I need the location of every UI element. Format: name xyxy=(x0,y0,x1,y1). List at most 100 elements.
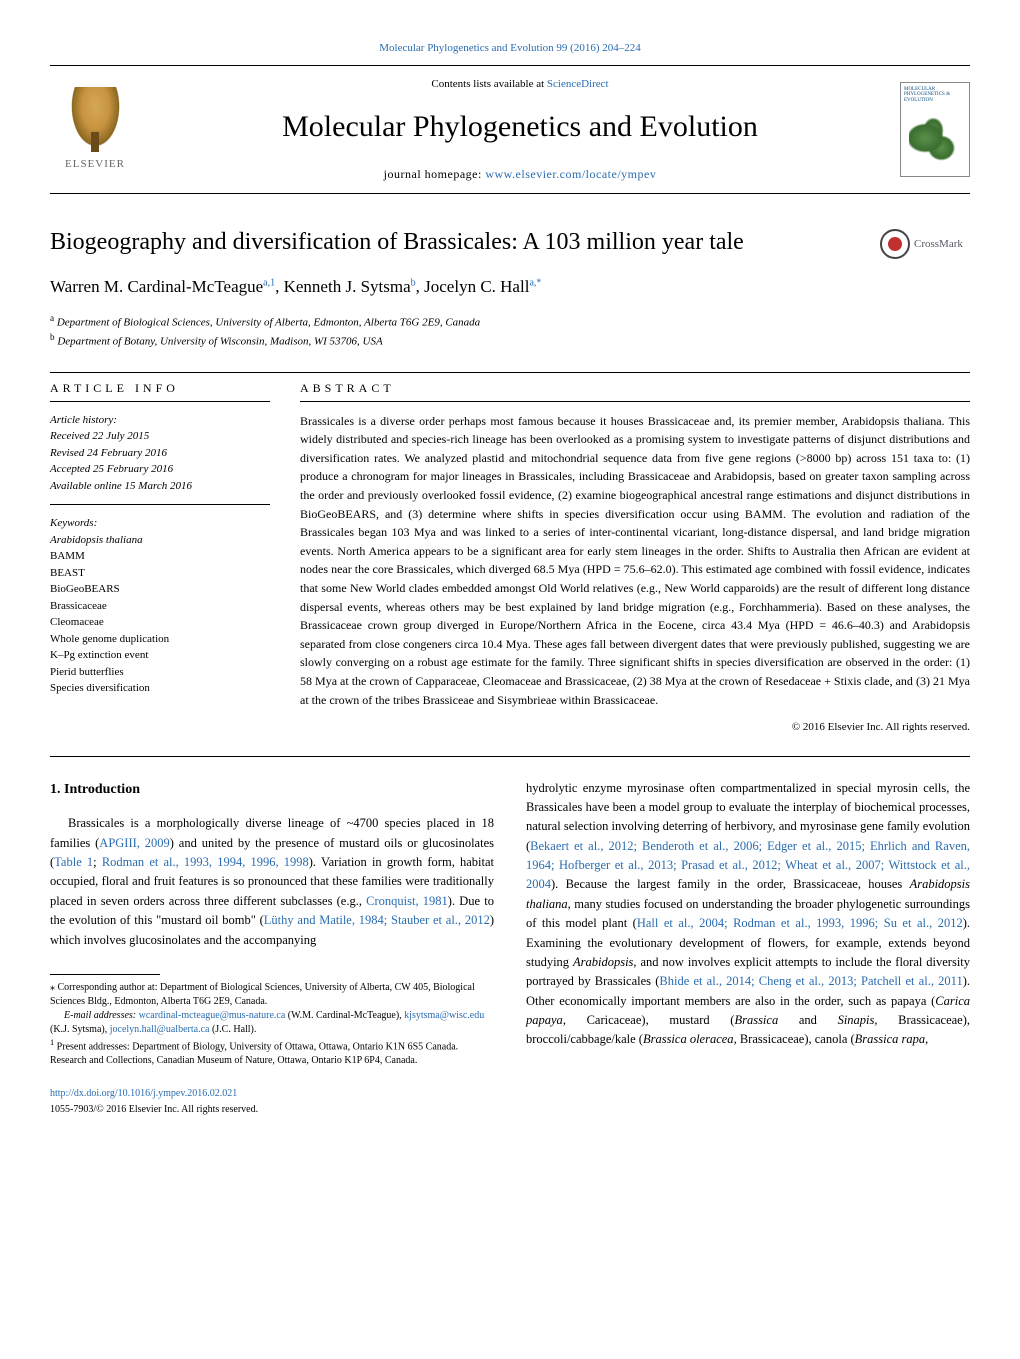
affiliations: a Department of Biological Sciences, Uni… xyxy=(50,312,970,350)
p1-t3: ; xyxy=(93,855,102,869)
email-3-name: (J.C. Hall). xyxy=(209,1024,256,1035)
keyword-item: Species diversification xyxy=(50,680,270,697)
email-3[interactable]: jocelyn.hall@ualberta.ca xyxy=(110,1024,210,1035)
keyword-item: Whole genome duplication xyxy=(50,631,270,648)
doi-link[interactable]: http://dx.doi.org/10.1016/j.ympev.2016.0… xyxy=(50,1088,237,1099)
keywords-divider-top xyxy=(50,504,270,505)
footnote-present-address: 1 Present addresses: Department of Biolo… xyxy=(50,1037,494,1068)
article-info-column: ARTICLE INFO Article history: Received 2… xyxy=(50,379,270,736)
p2-t7: , Caricaceae), mustard ( xyxy=(563,1013,735,1027)
email-1-name: (W.M. Cardinal-McTeague), xyxy=(285,1010,404,1021)
affil-b-text: Department of Botany, University of Wisc… xyxy=(57,335,382,347)
body-divider xyxy=(50,756,970,757)
abstract-header: ABSTRACT xyxy=(300,379,970,397)
author-3: Jocelyn C. Hall xyxy=(424,277,529,296)
email-2[interactable]: kjsytsma@wisc.edu xyxy=(404,1010,484,1021)
crossmark-badge[interactable]: CrossMark xyxy=(880,229,970,259)
contents-prefix: Contents lists available at xyxy=(431,78,546,90)
emph-brassica: Brassica xyxy=(734,1013,778,1027)
footnote-emails: E-mail addresses: wcardinal-mcteague@mus… xyxy=(50,1009,494,1037)
author-2: Kenneth J. Sytsma xyxy=(284,277,411,296)
ref-hall[interactable]: Hall et al., 2004; Rodman et al., 1993, … xyxy=(637,916,963,930)
history-revised: Revised 24 February 2016 xyxy=(50,445,270,462)
history-label: Article history: xyxy=(50,412,270,429)
crossmark-icon xyxy=(880,229,910,259)
contents-line: Contents lists available at ScienceDirec… xyxy=(140,76,900,93)
abstract-column: ABSTRACT Brassicales is a diverse order … xyxy=(300,379,970,736)
journal-name: Molecular Phylogenetics and Evolution xyxy=(140,104,900,149)
emph-rapa: Brassica rapa xyxy=(855,1032,926,1046)
ref-rodman[interactable]: Rodman et al., 1993, 1994, 1996, 1998 xyxy=(102,855,309,869)
doi-block: http://dx.doi.org/10.1016/j.ympev.2016.0… xyxy=(50,1086,494,1117)
abstract-divider xyxy=(300,401,970,402)
journal-cover-image xyxy=(909,118,963,168)
author-3-affil[interactable]: a,* xyxy=(529,277,541,288)
body-content: 1. Introduction Brassicales is a morphol… xyxy=(50,779,970,1118)
footnote-divider xyxy=(50,974,160,975)
keywords-list: Arabidopsis thalianaBAMMBEASTBioGeoBEARS… xyxy=(50,532,270,697)
emph-sinapis: Sinapis xyxy=(838,1013,875,1027)
journal-header: ELSEVIER Contents lists available at Sci… xyxy=(50,65,970,195)
article-title: Biogeography and diversification of Bras… xyxy=(50,224,970,260)
keyword-item: BAMM xyxy=(50,548,270,565)
keyword-item: Cleomaceae xyxy=(50,614,270,631)
p2-t11: , xyxy=(925,1032,928,1046)
email-2-name: (K.J. Sytsma), xyxy=(50,1024,110,1035)
body-column-right: hydrolytic enzyme myrosinase often compa… xyxy=(526,779,970,1118)
keyword-item: K–Pg extinction event xyxy=(50,647,270,664)
crossmark-label: CrossMark xyxy=(914,236,963,253)
ref-bhide[interactable]: Bhide et al., 2014; Cheng et al., 2013; … xyxy=(659,974,962,988)
history-online: Available online 15 March 2016 xyxy=(50,478,270,495)
p2-t2: ). Because the largest family in the ord… xyxy=(551,877,910,891)
author-1: Warren M. Cardinal-McTeague xyxy=(50,277,263,296)
divider-top xyxy=(50,372,970,373)
present-text: Present addresses: Department of Biology… xyxy=(50,1041,458,1066)
emph-oleracea: Brassica oleracea xyxy=(643,1032,734,1046)
ref-apg[interactable]: APGIII, 2009 xyxy=(99,836,169,850)
email-label: E-mail addresses: xyxy=(64,1010,139,1021)
ref-cronquist[interactable]: Cronquist, 1981 xyxy=(366,894,448,908)
p2-t10: , Brassicaceae), canola ( xyxy=(734,1032,855,1046)
homepage-prefix: journal homepage: xyxy=(384,167,486,181)
intro-heading: 1. Introduction xyxy=(50,779,494,801)
affiliation-a: a Department of Biological Sciences, Uni… xyxy=(50,312,970,331)
affil-b-label: b xyxy=(50,332,55,342)
issn-line: 1055-7903/© 2016 Elsevier Inc. All right… xyxy=(50,1104,258,1115)
publisher-name: ELSEVIER xyxy=(65,156,125,173)
body-column-left: 1. Introduction Brassicales is a morphol… xyxy=(50,779,494,1118)
emph-arabid2: Arabidopsis xyxy=(573,955,633,969)
keyword-item: BEAST xyxy=(50,565,270,582)
publisher-logo: ELSEVIER xyxy=(50,79,140,179)
citation-header: Molecular Phylogenetics and Evolution 99… xyxy=(50,40,970,57)
science-direct-link[interactable]: ScienceDirect xyxy=(547,78,609,90)
homepage-link[interactable]: www.elsevier.com/locate/ympev xyxy=(485,167,656,181)
journal-cover: MOLECULAR PHYLOGENETICS & EVOLUTION xyxy=(900,82,970,177)
ref-luthy[interactable]: Lüthy and Matile, 1984; Stauber et al., … xyxy=(264,913,490,927)
corr-text: Corresponding author at: Department of B… xyxy=(50,982,475,1007)
copyright-line: © 2016 Elsevier Inc. All rights reserved… xyxy=(300,719,970,736)
author-2-affil[interactable]: b xyxy=(411,277,416,288)
keyword-item: BioGeoBEARS xyxy=(50,581,270,598)
affil-a-label: a xyxy=(50,313,54,323)
journal-cover-title: MOLECULAR PHYLOGENETICS & EVOLUTION xyxy=(901,83,969,108)
keyword-item: Brassicaceae xyxy=(50,598,270,615)
history-received: Received 22 July 2015 xyxy=(50,428,270,445)
affiliation-b: b Department of Botany, University of Wi… xyxy=(50,331,970,350)
journal-header-center: Contents lists available at ScienceDirec… xyxy=(140,76,900,184)
ref-table1[interactable]: Table 1 xyxy=(54,855,93,869)
footnote-corresponding: ⁎ Corresponding author at: Department of… xyxy=(50,981,494,1009)
intro-paragraph-2: hydrolytic enzyme myrosinase often compa… xyxy=(526,779,970,1050)
history-accepted: Accepted 25 February 2016 xyxy=(50,461,270,478)
abstract-text: Brassicales is a diverse order perhaps m… xyxy=(300,412,970,710)
author-1-affil[interactable]: a,1 xyxy=(263,277,275,288)
p2-t8: and xyxy=(778,1013,837,1027)
authors-line: Warren M. Cardinal-McTeaguea,1, Kenneth … xyxy=(50,274,970,300)
keyword-item: Arabidopsis thaliana xyxy=(50,532,270,549)
info-divider xyxy=(50,401,270,402)
citation-link[interactable]: Molecular Phylogenetics and Evolution 99… xyxy=(379,42,641,54)
keywords-label: Keywords: xyxy=(50,515,270,532)
affil-a-text: Department of Biological Sciences, Unive… xyxy=(57,316,480,328)
email-1[interactable]: wcardinal-mcteague@mus-nature.ca xyxy=(139,1010,286,1021)
article-info-header: ARTICLE INFO xyxy=(50,379,270,397)
meta-row: ARTICLE INFO Article history: Received 2… xyxy=(50,379,970,736)
